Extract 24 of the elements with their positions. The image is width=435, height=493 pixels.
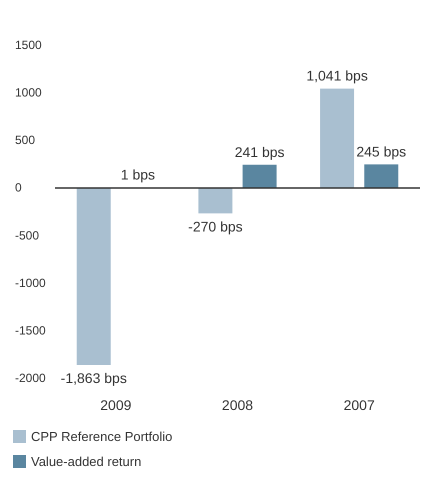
- x-tick-label: 2009: [100, 397, 132, 413]
- legend-label: CPP Reference Portfolio: [31, 429, 172, 444]
- bar: [198, 188, 232, 214]
- bar: [242, 164, 277, 188]
- data-label: -1,863 bps: [60, 370, 127, 386]
- x-tick-label: 2007: [344, 397, 375, 413]
- bar: [320, 88, 354, 188]
- bar: [364, 164, 398, 188]
- y-tick-label: 1500: [15, 38, 42, 52]
- y-tick-label: -500: [15, 228, 40, 242]
- y-tick-label: -2000: [15, 371, 46, 385]
- data-label: 245 bps: [356, 143, 406, 160]
- data-label: 241 bps: [234, 144, 285, 160]
- y-tick-label: -1000: [15, 276, 46, 290]
- y-tick-label: 0: [15, 180, 22, 195]
- y-tick-label: 500: [15, 133, 36, 148]
- data-label: -270 bps: [188, 218, 243, 234]
- bar: [76, 188, 111, 365]
- y-tick-label: -1500: [15, 323, 46, 338]
- data-label: 1 bps: [120, 166, 156, 183]
- x-tick-label: 2008: [222, 397, 254, 413]
- legend-label: Value-added return: [31, 454, 142, 469]
- data-label: 1,041 bps: [306, 68, 368, 84]
- y-tick-label: 1000: [15, 86, 42, 100]
